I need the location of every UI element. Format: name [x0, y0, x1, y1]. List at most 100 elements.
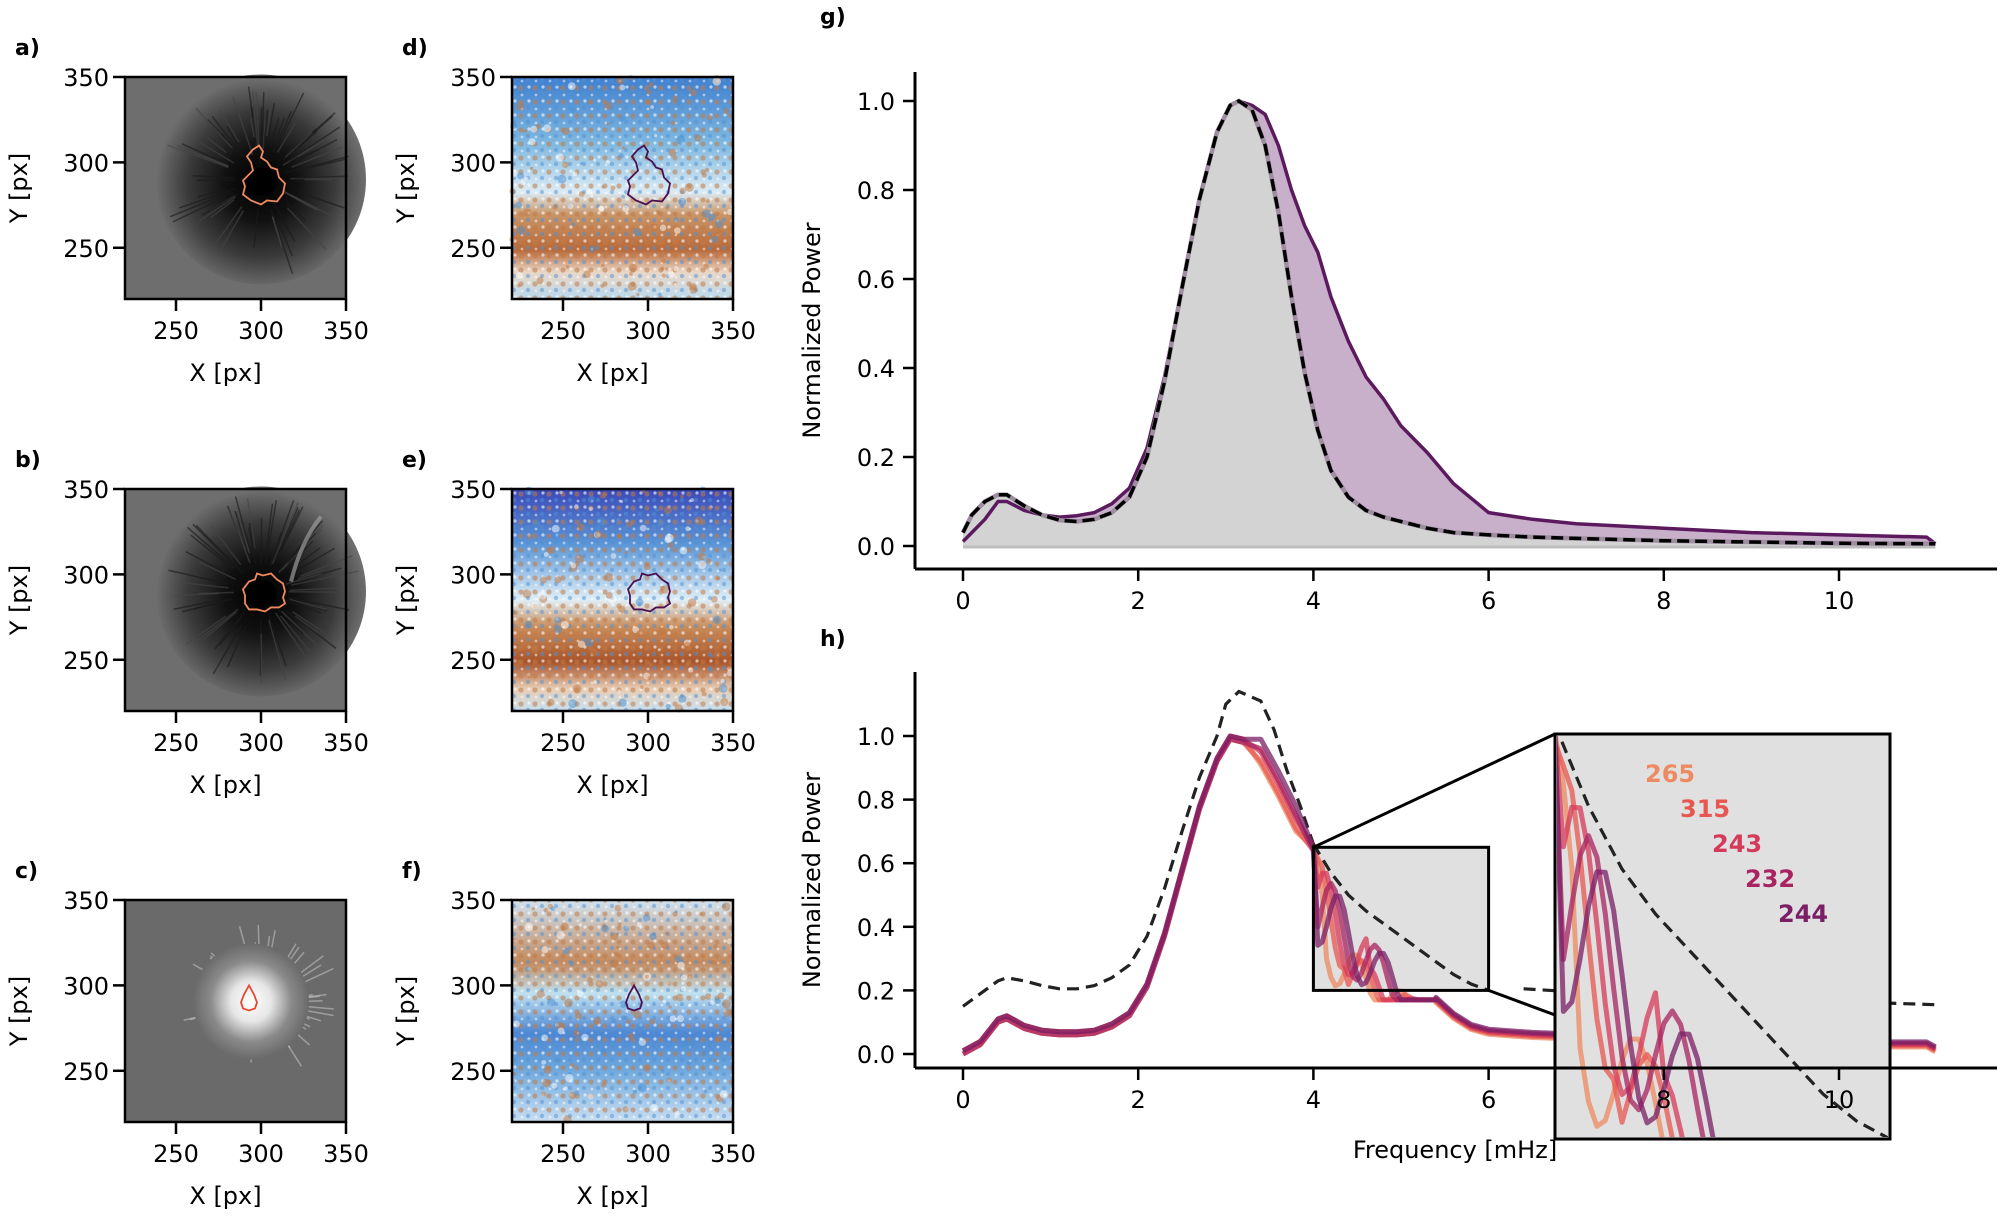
panel-label: b): [15, 448, 41, 473]
velocity-speckle: [648, 82, 654, 88]
velocity-speckle: [676, 1015, 685, 1023]
penumbral-filament: [246, 497, 256, 549]
velocity-speckle: [583, 270, 591, 279]
umbra-contour: [240, 983, 258, 1012]
velocity-speckle: [645, 99, 652, 106]
velocity-speckle: [669, 624, 674, 630]
penumbral-filament: [290, 587, 347, 591]
penumbral-filament: [265, 503, 274, 548]
velocity-speckle: [521, 640, 531, 650]
velocity-speckle: [694, 134, 702, 142]
velocity-speckle: [551, 524, 560, 533]
penumbral-filament: [289, 598, 327, 611]
velocity-speckle: [618, 698, 627, 707]
velocity-speckle: [603, 917, 607, 921]
panel-label: a): [15, 36, 40, 61]
x-tick-label: 350: [323, 317, 369, 345]
velocity-speckle: [605, 159, 611, 165]
x-tick-label: 250: [153, 729, 199, 757]
velocity-speckle: [646, 89, 652, 95]
velocity-speckle: [516, 102, 525, 111]
velocity-speckle: [627, 282, 637, 291]
velocity-speckle: [655, 507, 659, 512]
penumbral-filament: [294, 615, 319, 634]
penumbral-filament: [275, 506, 304, 562]
penumbral-filament: [173, 598, 221, 611]
velocity-speckle: [641, 667, 646, 672]
velocity-speckle: [673, 282, 678, 288]
penumbral-filament: [181, 143, 226, 164]
velocity-speckle: [513, 610, 518, 615]
umbra-contour: [626, 144, 671, 206]
velocity-speckle: [517, 284, 521, 288]
velocity-speckle: [573, 504, 579, 510]
penumbral-filament: [234, 510, 252, 561]
velocity-speckle: [610, 185, 616, 191]
velocity-speckle: [565, 1074, 574, 1083]
velocity-speckle: [536, 990, 545, 999]
velocity-speckle: [600, 590, 604, 594]
velocity-speckle: [622, 1106, 629, 1113]
velocity-speckle: [568, 1091, 577, 1100]
velocity-speckle: [513, 659, 521, 667]
velocity-speckle: [571, 222, 576, 227]
velocity-speckle: [627, 1032, 634, 1040]
y-tick-label: 0.2: [857, 977, 895, 1005]
velocity-speckle: [636, 1022, 644, 1031]
velocity-speckle: [707, 505, 713, 511]
x-tick-label: 6: [1481, 1086, 1496, 1114]
connector-line-top: [1312, 732, 1556, 849]
y-tick-label: 0.8: [857, 177, 895, 205]
velocity-speckle: [616, 945, 620, 949]
penumbral-filament: [295, 547, 336, 572]
x-tick-label: 4: [1306, 1086, 1321, 1114]
velocity-speckle: [555, 153, 565, 162]
velocity-speckle: [641, 489, 646, 494]
x-tick-label: 300: [625, 729, 671, 757]
axes-frame: [510, 75, 735, 301]
velocity-speckle: [687, 1003, 692, 1008]
y-tick-label: 250: [63, 647, 109, 675]
line-envelope-over: [1312, 843, 1490, 992]
velocity-speckle: [668, 1005, 672, 1009]
penumbral-filament: [251, 90, 259, 148]
penumbral-filament: [220, 132, 234, 148]
velocity-speckle: [562, 127, 570, 136]
y-axis-label: Y [px]: [5, 565, 33, 636]
penumbral-filament: [210, 198, 235, 218]
velocity-speckle: [649, 932, 657, 941]
velocity-speckle: [684, 182, 694, 192]
penumbral-filament: [192, 174, 234, 179]
velocity-speckle: [570, 107, 576, 113]
x-tick-label: 2: [1131, 587, 1146, 615]
velocity-speckle: [512, 1020, 520, 1028]
velocity-speckle: [564, 998, 573, 1008]
velocity-speckle: [675, 993, 684, 1002]
velocity-speckle: [694, 516, 704, 526]
y-axis-label: Y [px]: [392, 153, 420, 224]
penumbral-filament: [282, 190, 337, 220]
penumbral-filament: [298, 191, 345, 209]
velocity-speckle: [524, 620, 533, 629]
penumbral-filament: [199, 561, 236, 580]
penumbral-filament: [202, 611, 237, 641]
penumbral-filament: [192, 523, 234, 565]
image-panel-d: d) 250 300 350 250 300 350 X [px] Y [px]: [392, 36, 756, 387]
penumbral-filament: [250, 118, 255, 138]
velocity-speckle: [618, 605, 626, 614]
x-tick-label: 300: [625, 1140, 671, 1168]
y-tick-label: 300: [63, 972, 109, 1000]
y-tick-label: 350: [450, 887, 496, 915]
inset-box: [1553, 732, 1892, 1141]
velocity-speckle: [535, 123, 542, 129]
velocity-speckle: [626, 1019, 631, 1024]
velocity-speckle: [657, 648, 661, 652]
velocity-speckle: [537, 95, 541, 99]
penumbral-filament: [169, 191, 230, 218]
penumbral-filament: [284, 132, 313, 158]
x-axis-label: X [px]: [576, 359, 648, 387]
velocity-speckle: [719, 1090, 728, 1099]
x-axis-label: Frequency [mHz]: [1353, 1136, 1557, 1164]
penumbral-filament: [167, 144, 229, 169]
velocity-speckle: [660, 266, 665, 271]
